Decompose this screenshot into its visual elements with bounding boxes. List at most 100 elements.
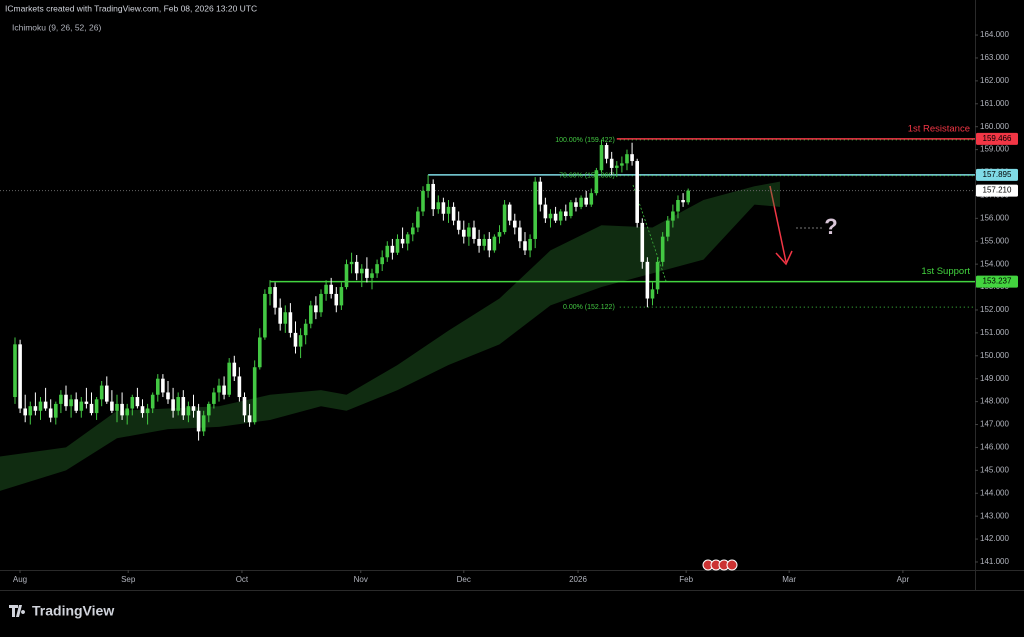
question-mark: ? <box>824 214 837 239</box>
candle-body <box>23 408 27 416</box>
candle-body <box>28 406 33 416</box>
candle-body <box>472 227 476 239</box>
candle-body <box>59 394 63 404</box>
candle-body <box>671 211 675 221</box>
event-icons <box>702 559 738 571</box>
candle-body <box>349 261 354 265</box>
x-tick-label: Oct <box>236 575 249 584</box>
y-tick-label: 149.000 <box>980 374 1009 383</box>
candle-body <box>166 392 170 400</box>
candle-body <box>74 399 78 411</box>
candle-body <box>53 403 58 418</box>
candle-body <box>354 261 359 274</box>
candle-body <box>283 312 288 324</box>
y-tick-label: 144.000 <box>980 488 1009 497</box>
arrow-shaft <box>769 185 787 263</box>
candle-body <box>125 408 129 416</box>
candle-body <box>257 337 262 368</box>
logo-icon <box>9 605 26 617</box>
candle-body <box>676 200 680 212</box>
y-tick-label: 162.000 <box>980 76 1009 85</box>
candle-body <box>334 293 339 306</box>
candle-body <box>33 406 38 411</box>
candle-body <box>99 385 104 400</box>
candle-body <box>645 261 650 299</box>
logo: TradingView <box>9 603 114 619</box>
candle-body <box>217 385 221 393</box>
plot-area <box>0 181 780 491</box>
candle-body <box>604 145 609 159</box>
fib-label: 78.60% (157.860) <box>559 173 615 180</box>
candle-body <box>201 415 206 432</box>
candle-body <box>161 378 165 393</box>
candle-body <box>314 305 318 313</box>
candle-body <box>660 236 665 262</box>
y-tick-label: 146.000 <box>980 443 1009 452</box>
candle-body <box>155 378 160 395</box>
candle-body <box>48 408 53 418</box>
price-badge-label: 153.237 <box>983 277 1012 286</box>
candle-body <box>303 323 308 336</box>
candle-body <box>380 257 384 265</box>
price-badge <box>976 275 1018 288</box>
candle-body <box>609 158 614 168</box>
candle-body <box>145 408 150 414</box>
arrow-head <box>775 250 793 266</box>
candle-body <box>89 403 94 414</box>
candle-body <box>181 397 186 416</box>
candle-body <box>298 335 303 347</box>
logo-text: TradingView <box>32 603 114 619</box>
candle-body <box>574 202 578 207</box>
candle-body <box>431 183 435 210</box>
candle-body <box>548 213 553 219</box>
y-tick-label: 154.000 <box>980 259 1009 268</box>
y-tick-label: 152.000 <box>980 305 1009 314</box>
candle-body <box>640 222 645 262</box>
candle-body <box>370 273 374 278</box>
level-label: 1st Support <box>921 266 970 277</box>
candle-body <box>630 154 634 162</box>
x-tick-label: Dec <box>457 575 471 584</box>
candle-body <box>242 397 247 416</box>
candle-body <box>43 401 48 409</box>
candle-body <box>599 145 604 171</box>
candle-body <box>518 227 522 242</box>
candle-body <box>176 397 180 411</box>
candle-body <box>115 403 119 411</box>
candle-body <box>171 399 175 411</box>
candle-body <box>38 401 43 411</box>
candle-body <box>497 232 502 237</box>
y-tick-label: 164.000 <box>980 30 1009 39</box>
price-badge <box>976 132 1018 145</box>
candle-body <box>385 245 390 258</box>
candle-body <box>135 397 140 407</box>
candle-body <box>278 307 282 324</box>
ichimoku-cloud <box>0 181 780 491</box>
y-tick-label: 161.000 <box>980 99 1009 108</box>
y-tick-label: 150.000 <box>980 351 1009 360</box>
candle-body <box>186 406 191 416</box>
event-icon <box>726 559 738 571</box>
candle-body <box>375 264 379 274</box>
price-badge <box>976 184 1018 197</box>
candle-body <box>191 406 196 411</box>
candle-body <box>232 362 237 377</box>
candle-body <box>319 293 323 313</box>
candle-body <box>120 403 124 416</box>
x-tick-label: Apr <box>897 575 910 584</box>
candle-body <box>584 197 588 205</box>
y-tick-label: 159.000 <box>980 145 1009 154</box>
candle-body <box>579 197 583 207</box>
candle-body <box>18 344 22 409</box>
candle-body <box>110 401 114 411</box>
candle-body <box>563 211 568 217</box>
candle-body <box>436 202 441 210</box>
candle-body <box>206 403 211 416</box>
candle-body <box>94 399 99 414</box>
candle-body <box>365 268 369 278</box>
candle-body <box>543 204 548 219</box>
candle-body <box>477 238 481 246</box>
candle-body <box>344 264 349 288</box>
price-badge-label: 157.210 <box>983 186 1012 195</box>
candle-body <box>482 238 486 246</box>
